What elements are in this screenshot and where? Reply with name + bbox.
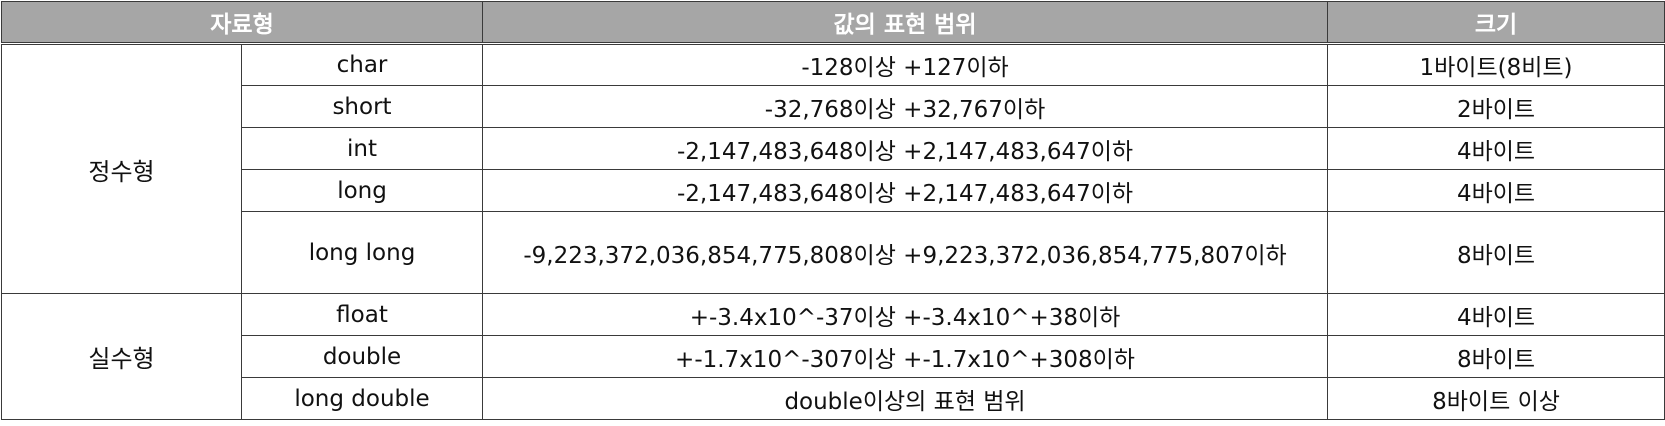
type-size: 4바이트 xyxy=(1327,293,1665,336)
type-name: short xyxy=(240,85,484,128)
type-size: 4바이트 xyxy=(1327,127,1665,170)
type-name: char xyxy=(240,43,484,86)
type-size: 2바이트 xyxy=(1327,85,1665,128)
table-row: 실수형 float +-3.4x10^-37이상 +-3.4x10^+38이하 … xyxy=(1,293,1665,420)
type-size: 1바이트(8비트) xyxy=(1327,43,1665,86)
value-range: +-3.4x10^-37이상 +-3.4x10^+38이하 xyxy=(482,293,1329,336)
value-range: double이상의 표현 범위 xyxy=(482,377,1329,420)
value-range: -9,223,372,036,854,775,808이상 +9,223,372,… xyxy=(482,211,1329,294)
value-range: -128이상 +127이하 xyxy=(482,43,1329,86)
type-name: float xyxy=(240,293,484,336)
table-row: short -32,768이상 +32,767이하 2바이트 xyxy=(2,85,1665,128)
header-range: 값의 표현 범위 xyxy=(482,1,1329,45)
type-name: long xyxy=(240,169,484,212)
type-size: 8바이트 이상 xyxy=(1327,377,1665,420)
type-size: 8바이트 xyxy=(1327,211,1665,294)
table-row: long double double이상의 표현 범위 8바이트 이상 xyxy=(2,377,1665,420)
table-row: int -2,147,483,648이상 +2,147,483,647이하 4바… xyxy=(2,127,1665,170)
header-size: 크기 xyxy=(1327,1,1665,45)
value-range: -32,768이상 +32,767이하 xyxy=(482,85,1329,128)
header-type: 자료형 xyxy=(0,1,484,45)
type-size: 8바이트 xyxy=(1327,335,1665,378)
type-name: long long xyxy=(240,211,484,294)
value-range: +-1.7x10^-307이상 +-1.7x10^+308이하 xyxy=(482,335,1329,378)
value-range: -2,147,483,648이상 +2,147,483,647이하 xyxy=(482,169,1329,212)
table-row: long -2,147,483,648이상 +2,147,483,647이하 4… xyxy=(2,169,1665,212)
group-integer: 정수형 xyxy=(1,43,242,294)
type-name: long double xyxy=(240,377,484,420)
table-row: double +-1.7x10^-307이상 +-1.7x10^+308이하 8… xyxy=(2,335,1665,378)
header-row: 자료형 값의 표현 범위 크기 xyxy=(0,1,1665,45)
type-name: double xyxy=(240,335,484,378)
type-size: 4바이트 xyxy=(1327,169,1665,212)
type-name: int xyxy=(240,127,484,170)
value-range: -2,147,483,648이상 +2,147,483,647이하 xyxy=(482,127,1329,170)
table-row: 정수형 char -128이상 +127이하 1바이트(8비트) xyxy=(1,43,1665,294)
group-float: 실수형 xyxy=(1,293,242,420)
table-row: long long -9,223,372,036,854,775,808이상 +… xyxy=(2,211,1665,294)
